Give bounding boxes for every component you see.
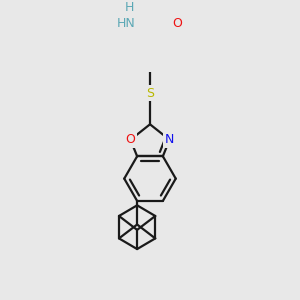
Text: S: S <box>146 86 154 100</box>
Text: N: N <box>165 133 174 146</box>
Text: HN: HN <box>117 17 136 30</box>
Text: O: O <box>126 133 135 146</box>
Text: O: O <box>173 17 182 30</box>
Text: H: H <box>124 1 134 14</box>
